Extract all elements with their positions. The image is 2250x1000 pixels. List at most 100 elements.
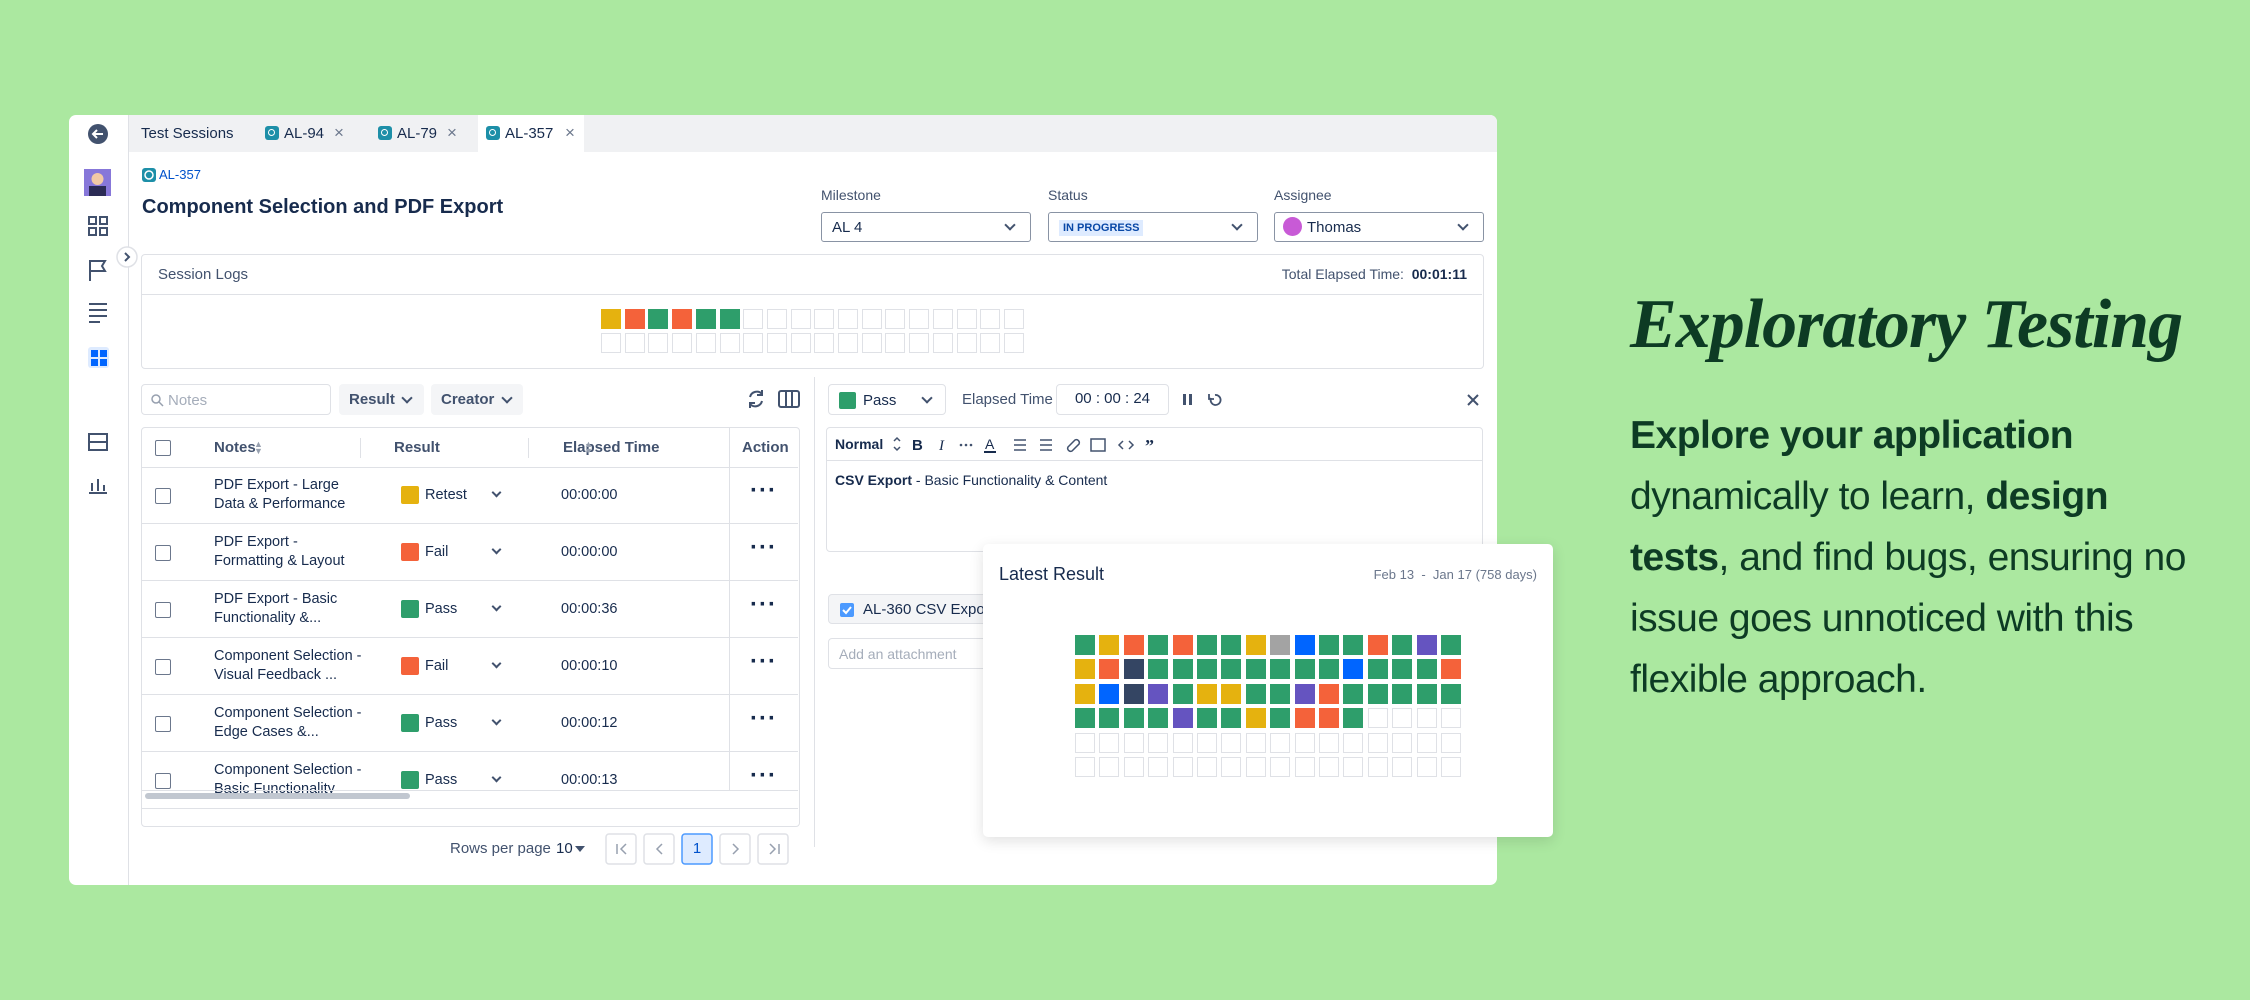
result-text[interactable]: Pass <box>425 601 458 617</box>
field-select[interactable]: AL 4 <box>821 212 1031 242</box>
result-text[interactable]: Pass <box>425 715 458 731</box>
action-menu[interactable]: ··· <box>750 705 777 732</box>
result-cell <box>1221 635 1242 655</box>
result-cell <box>1148 659 1169 680</box>
elapsed-text: 00:00:10 <box>561 658 618 674</box>
result-value: Pass <box>863 392 897 409</box>
tab-label[interactable]: AL-94 <box>284 125 325 142</box>
checkbox[interactable] <box>155 659 171 675</box>
empty-cell <box>1245 732 1266 753</box>
app-window: AL-357 Component Selection and PDF Expor… <box>69 115 1497 885</box>
checkbox[interactable] <box>155 602 171 618</box>
tab-close[interactable]: × <box>447 123 457 142</box>
tab-bar <box>129 115 1497 152</box>
result-cell <box>1245 708 1266 729</box>
date-range: Feb 13 - Jan 17 (758 days) <box>1374 567 1537 582</box>
panel-divider <box>814 377 815 847</box>
creator-filter[interactable]: Creator <box>431 384 523 415</box>
notes-filter[interactable]: Notes <box>141 384 331 415</box>
empty-cell <box>1172 757 1193 777</box>
scrollbar-thumb[interactable] <box>145 793 410 799</box>
empty-cell <box>1416 732 1437 753</box>
empty-cell <box>766 332 787 353</box>
tab-label[interactable]: AL-79 <box>397 125 438 142</box>
result-cell <box>1123 683 1144 704</box>
tab-icon-ring <box>381 129 388 136</box>
result-select[interactable]: Pass <box>828 384 946 415</box>
field-select[interactable]: Thomas <box>1274 212 1484 242</box>
result-cell <box>1441 683 1461 704</box>
tab-close[interactable]: × <box>334 123 344 142</box>
rows-per-page[interactable]: 10 <box>556 840 573 857</box>
format-select[interactable]: Normal <box>835 436 884 452</box>
result-text[interactable]: Pass <box>425 772 458 788</box>
date-to: Jan 17 <box>1432 567 1472 582</box>
empty-cell <box>1075 757 1095 777</box>
checkbox[interactable] <box>155 773 171 789</box>
action-menu[interactable]: ··· <box>750 762 777 789</box>
column-header[interactable]: Action <box>742 439 789 456</box>
result-cell <box>601 309 621 329</box>
result-filter[interactable]: Result <box>339 384 424 415</box>
empty-cell <box>743 309 764 329</box>
result-text[interactable]: Retest <box>425 487 467 503</box>
field-select[interactable]: IN PROGRESS <box>1048 212 1258 242</box>
note-text: PDF Export - Formatting & Layout <box>214 534 345 569</box>
empty-cell <box>1221 757 1242 777</box>
result-cell <box>1270 635 1291 655</box>
date-span: (758 days) <box>1475 567 1537 582</box>
empty-cell <box>1441 708 1461 729</box>
column-header[interactable]: Notes <box>214 439 256 456</box>
column-header[interactable]: Result <box>394 439 440 456</box>
empty-cell <box>814 309 835 329</box>
action-menu[interactable]: ··· <box>750 591 777 618</box>
timer-controls[interactable] <box>1179 390 1229 410</box>
result-text[interactable]: Fail <box>425 658 449 674</box>
pager[interactable] <box>605 833 805 865</box>
checkbox[interactable] <box>155 488 171 504</box>
rich-text-editor[interactable]: Normal B I A ” CSV Export - Basic Functi… <box>826 427 1483 552</box>
date-from: Feb 13 <box>1373 567 1415 582</box>
note-text: PDF Export - Large Data & Performance <box>214 477 346 512</box>
result-cell <box>1221 683 1242 704</box>
result-cell <box>1416 683 1437 704</box>
result-text[interactable]: Fail <box>425 544 449 560</box>
current-page[interactable]: 1 <box>692 840 702 857</box>
result-cell <box>1319 683 1339 704</box>
result-cell <box>1172 635 1193 655</box>
result-swatch <box>401 657 419 675</box>
elapsed-label: Elapsed Time <box>962 391 1053 408</box>
sort-icon: ▲ ▼ <box>254 439 263 456</box>
elapsed-text: 00:00:00 <box>561 544 618 560</box>
collapse-toggle[interactable] <box>115 245 139 269</box>
toolbar[interactable]: B I A ” <box>887 434 1207 456</box>
checkbox[interactable] <box>155 716 171 732</box>
row <box>142 638 798 695</box>
empty-cell <box>1319 732 1339 753</box>
tab-label[interactable]: AL-357 <box>505 125 554 142</box>
tab-close[interactable]: × <box>565 123 575 142</box>
header-row <box>142 428 798 468</box>
action-menu[interactable]: ··· <box>750 648 777 675</box>
result-cell <box>1441 659 1461 680</box>
table-tools[interactable] <box>746 388 806 410</box>
breadcrumb[interactable]: AL-357 <box>159 167 201 182</box>
action-menu[interactable]: ··· <box>750 477 777 504</box>
result-cell <box>719 309 740 329</box>
promo-bold: design tests <box>1630 475 2109 579</box>
tab-label[interactable]: Test Sessions <box>141 125 234 142</box>
result-cell <box>695 309 716 329</box>
result-cell <box>1245 659 1266 680</box>
action-menu[interactable]: ··· <box>750 534 777 561</box>
checkbox[interactable] <box>155 440 171 456</box>
field-value: AL 4 <box>832 219 863 236</box>
empty-cell <box>861 309 882 329</box>
close-button[interactable] <box>1465 392 1481 408</box>
promo-text: dynamically to learn, <box>1630 475 1986 518</box>
result-cell <box>1367 635 1388 655</box>
field-value: IN PROGRESS <box>1059 220 1144 236</box>
total-elapsed: Total Elapsed Time: 00:01:11 <box>1282 266 1467 282</box>
column-header[interactable]: Elapsed Time <box>563 439 660 456</box>
checkbox[interactable] <box>155 545 171 561</box>
placeholder: Notes <box>168 392 208 409</box>
